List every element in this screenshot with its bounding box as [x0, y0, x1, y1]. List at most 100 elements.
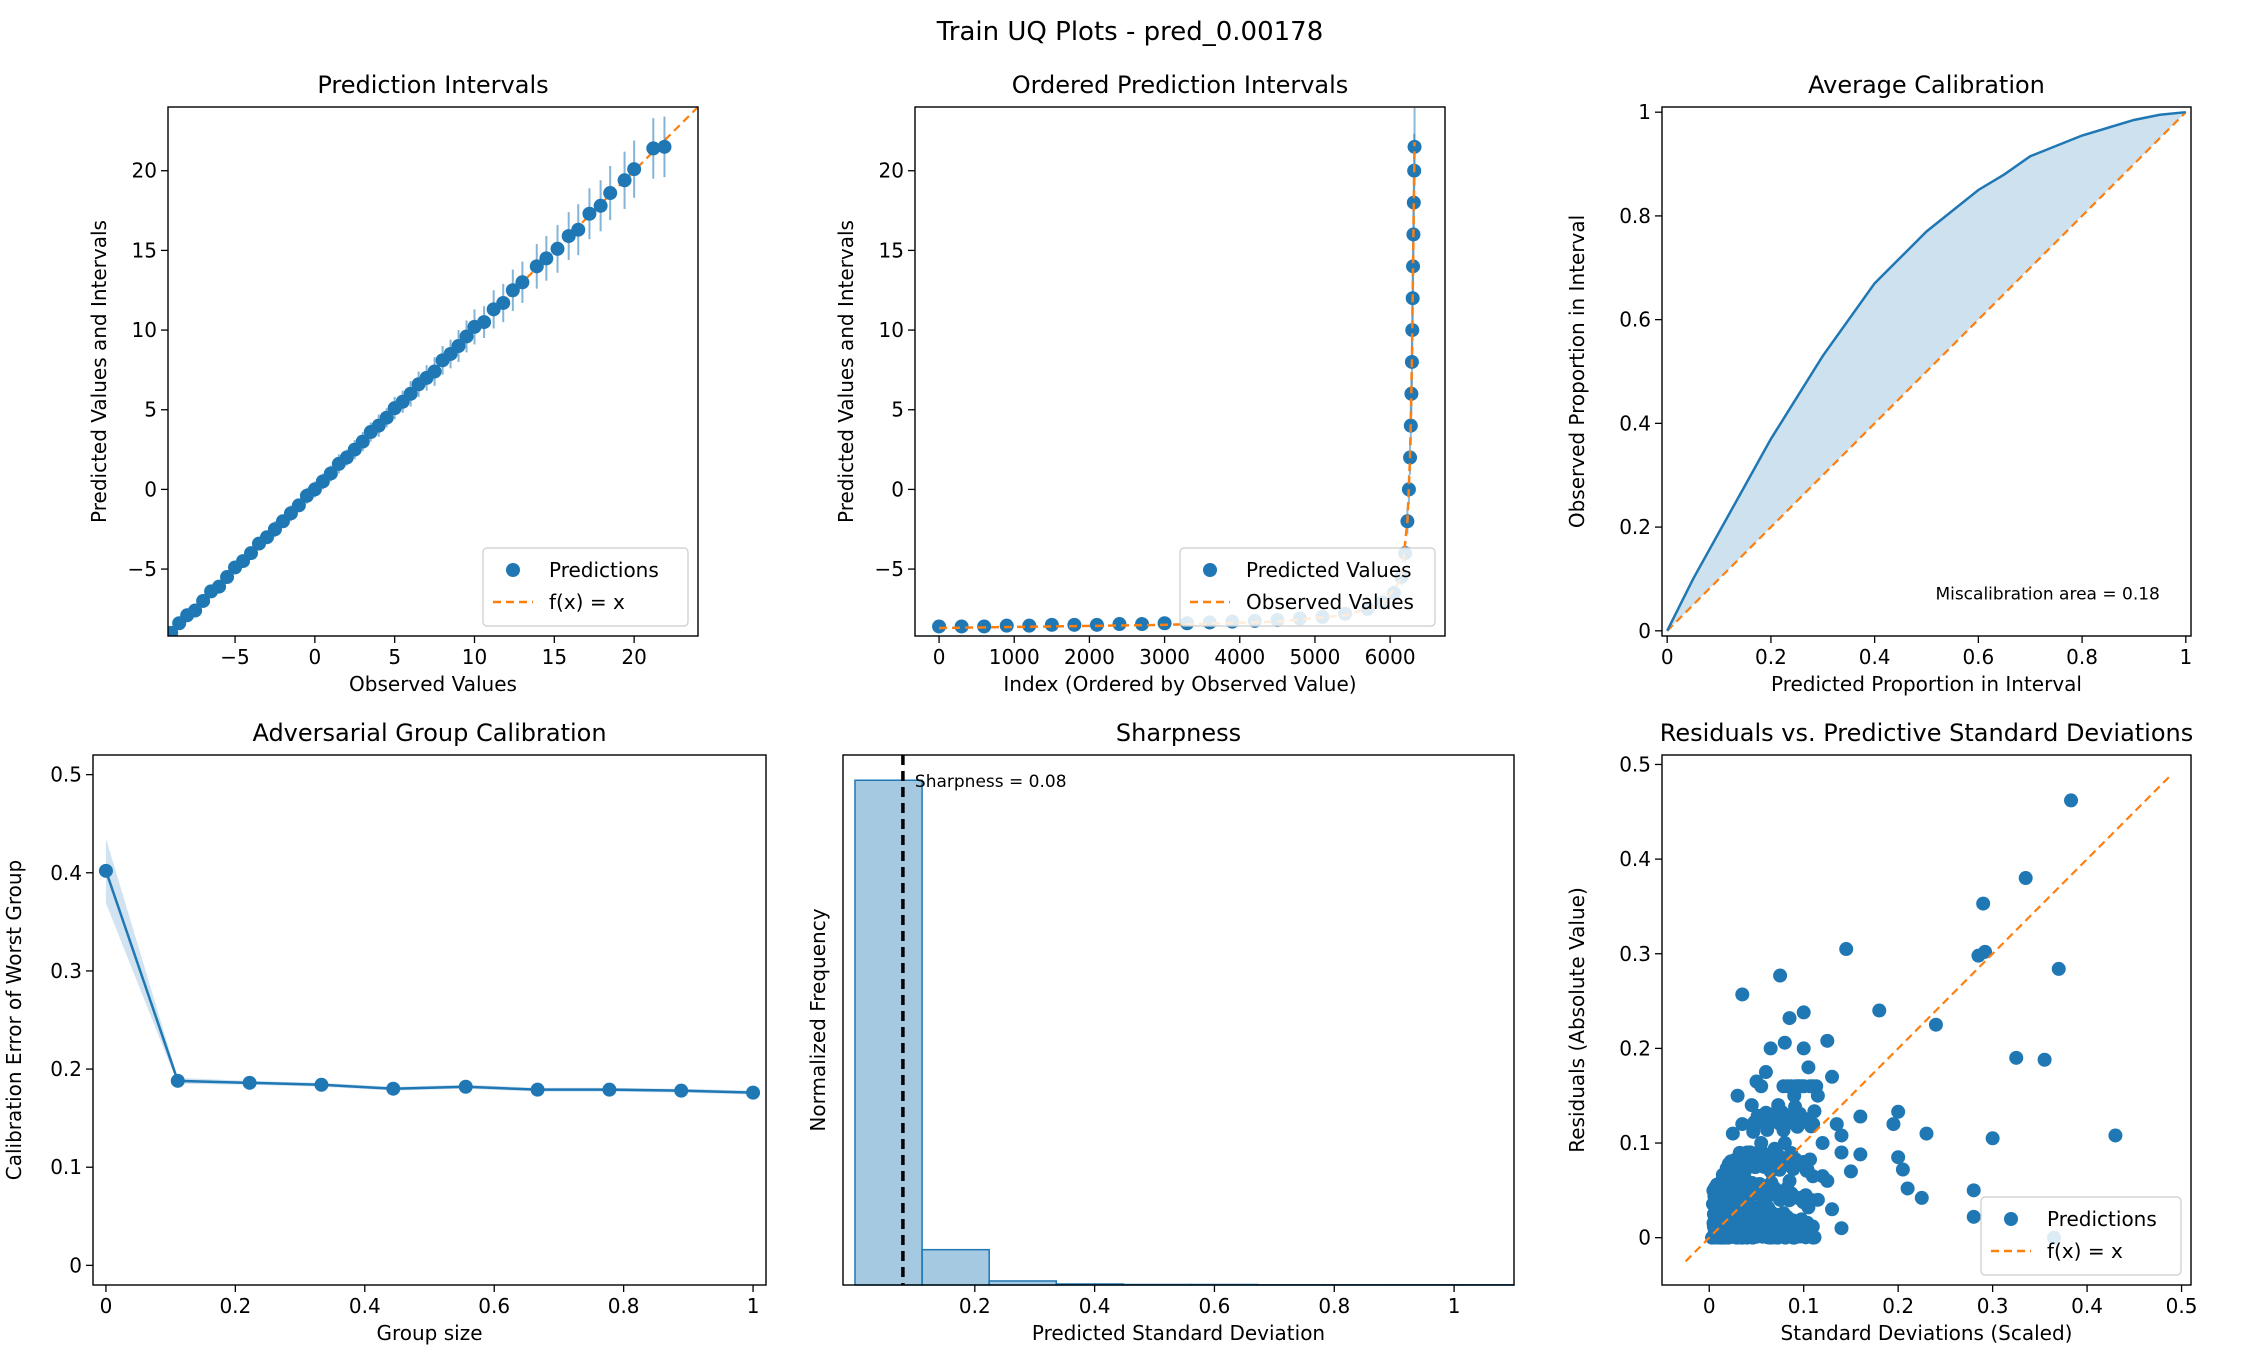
x-tick-label: 5000: [1289, 645, 1340, 669]
y-tick-label: 0.4: [50, 861, 82, 885]
prediction-point: [1834, 1128, 1849, 1143]
y-axis-label: Normalized Frequency: [806, 908, 830, 1131]
prediction-point: [379, 410, 394, 425]
calibration-error-point: [746, 1085, 761, 1100]
chart-sharpness: Sharpness = 0.08 Sharpness 0.2 0.4 0.6 0.8 1 Pr…: [806, 719, 1515, 1345]
prediction-point: [2037, 1052, 2052, 1067]
prediction-point: [1928, 1017, 1943, 1032]
x-tick-label: 0: [1661, 645, 1674, 669]
prediction-point: [1794, 1212, 1809, 1227]
x-tick-label: 1: [2179, 645, 2192, 669]
y-tick-label: 5: [891, 398, 904, 422]
prediction-point: [1966, 1183, 1981, 1198]
legend-box: [482, 547, 689, 627]
calibration-error-point: [170, 1073, 185, 1088]
prediction-point: [1900, 1181, 1915, 1196]
calibration-error-point: [674, 1083, 689, 1098]
x-tick-label: 0.4: [349, 1294, 381, 1318]
prediction-point: [550, 241, 565, 256]
prediction-point: [1796, 1005, 1811, 1020]
prediction-point: [1749, 1200, 1764, 1215]
subplot-title: Prediction Intervals: [317, 71, 548, 99]
prediction-point: [571, 222, 586, 237]
axes-frame: [1661, 106, 2192, 637]
prediction-point: [1761, 1200, 1776, 1215]
x-axis-label: Standard Deviations (Scaled): [1781, 1321, 2073, 1345]
y-tick-label: 0.3: [50, 959, 82, 983]
predicted-value-point: [932, 619, 947, 634]
prediction-point: [1853, 1109, 1868, 1124]
prediction-point: [1721, 1202, 1736, 1217]
prediction-point: [1815, 1136, 1830, 1151]
prediction-point: [1725, 1225, 1740, 1240]
prediction-point: [1796, 1154, 1811, 1169]
y-tick-label: 0.4: [1619, 411, 1651, 435]
x-tick-label: 5: [388, 645, 401, 669]
prediction-point: [1839, 942, 1854, 957]
x-tick-label: 4000: [1214, 645, 1265, 669]
x-tick-label: 1000: [989, 645, 1040, 669]
predicted-value-point: [1407, 139, 1422, 154]
prediction-point: [2064, 793, 2079, 808]
x-tick-label: 3000: [1139, 645, 1190, 669]
predicted-value-point: [1405, 323, 1420, 338]
prediction-point: [1787, 1088, 1802, 1103]
x-tick-label: 10: [462, 645, 487, 669]
prediction-point: [1740, 1145, 1755, 1160]
chart-adversarial-group-calibration: Adversarial Group Calibration 0 0.2 0.4 0.6 0…: [2, 719, 767, 1345]
predicted-value-point: [999, 618, 1014, 633]
prediction-point: [1891, 1104, 1906, 1119]
prediction-point: [1791, 1117, 1806, 1132]
x-tick-label: 0.6: [478, 1294, 510, 1318]
x-tick-label: 0.6: [1199, 1294, 1231, 1318]
prediction-point: [1749, 1221, 1764, 1236]
y-tick-label: 0.4: [1619, 847, 1651, 871]
chart-residuals-vs-std: Residuals vs. Predictive Standard Deviat…: [1565, 719, 2197, 1345]
prediction-point: [1787, 1230, 1802, 1245]
prediction-point: [1820, 1173, 1835, 1188]
x-tick-label: 0.8: [2066, 645, 2098, 669]
prediction-point: [1735, 1117, 1750, 1132]
y-tick-label: 15: [132, 238, 157, 262]
prediction-point: [617, 173, 632, 188]
calibration-error-point: [314, 1077, 329, 1092]
prediction-point: [1758, 1211, 1773, 1226]
prediction-point: [291, 498, 306, 513]
x-tick-label: 0: [1703, 1294, 1716, 1318]
chart-average-calibration: Average Calibration 0 0.2 0.4 0.6 0.8 1 0 0.2 0.4…: [1565, 71, 2192, 696]
prediction-point: [2009, 1050, 2024, 1065]
y-tick-label: 5: [144, 398, 157, 422]
chart-prediction-intervals: Prediction Intervals −5 0 5 10 15 20 −5 0 5 10 15 20…: [87, 71, 699, 696]
x-tick-label: 20: [621, 645, 646, 669]
prediction-point: [1820, 1033, 1835, 1048]
prediction-point: [1784, 1145, 1799, 1160]
miscalibration-annotation: Miscalibration area = 0.18: [1935, 585, 2159, 605]
x-tick-label: 0: [933, 645, 946, 669]
prediction-point: [477, 315, 492, 330]
prediction-point: [2018, 871, 2033, 886]
prediction-point: [1853, 1147, 1868, 1162]
prediction-point: [1825, 1069, 1840, 1084]
prediction-point: [1730, 1173, 1745, 1188]
prediction-point: [403, 386, 418, 401]
y-axis-label: Predicted Values and Intervals: [87, 220, 111, 523]
calibration-error-point: [242, 1075, 257, 1090]
y-tick-label: 0.2: [1619, 515, 1651, 539]
sharpness-annotation: Sharpness = 0.08: [915, 772, 1067, 792]
x-tick-label: 0.6: [1962, 645, 1994, 669]
prediction-point: [1810, 1088, 1825, 1103]
prediction-point: [212, 579, 227, 594]
legend-marker: [2004, 1212, 2018, 1226]
prediction-point: [1966, 1209, 1981, 1224]
y-tick-label: 0: [1638, 1226, 1651, 1250]
y-tick-label: 0: [891, 477, 904, 501]
prediction-point: [196, 593, 211, 608]
ideal-line: [1666, 111, 2187, 632]
y-tick-label: 0.5: [1619, 752, 1651, 776]
prediction-point: [515, 275, 530, 290]
confidence-band: [105, 838, 754, 1095]
calibration-error-line: [104, 870, 754, 1094]
prediction-point: [451, 339, 466, 354]
prediction-point: [459, 329, 474, 344]
y-tick-label: 0: [144, 477, 157, 501]
